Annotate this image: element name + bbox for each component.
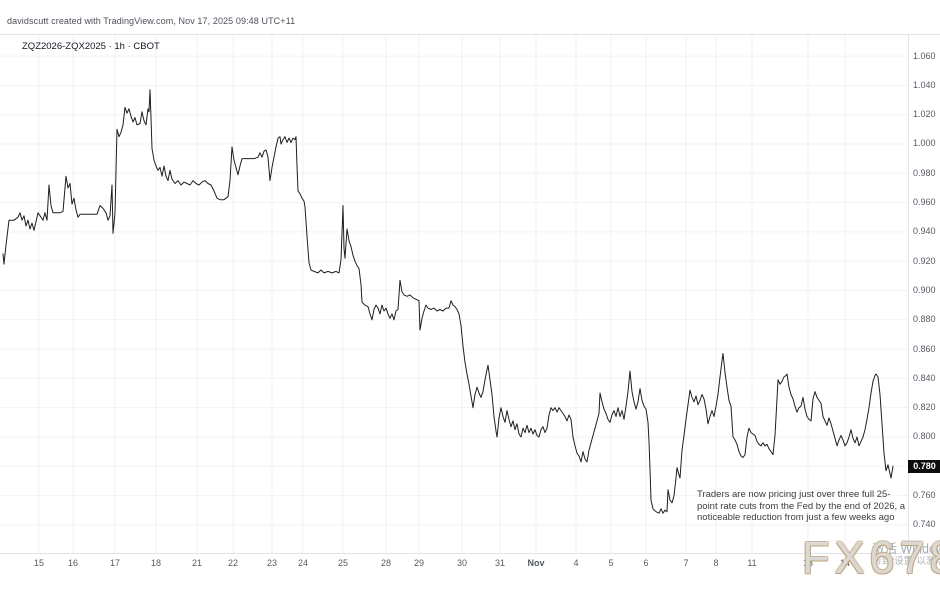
annotation-line-2: point rate cuts from the Fed by the end … [697, 500, 906, 512]
price-axis-label: 1.040 [913, 79, 936, 90]
vertical-gridlines [38, 35, 846, 553]
horizontal-gridlines [0, 55, 908, 526]
price-axis-label: 0.760 [913, 490, 936, 501]
time-axis-label: 11 [747, 558, 757, 568]
time-axis-label: 14 [839, 558, 851, 568]
annotation-line-1: Traders are now pricing just over three … [697, 489, 891, 500]
price-axis-label: 1.000 [913, 138, 936, 149]
windows-activation-watermark-line2: 转到“设置”以激活 [872, 556, 940, 567]
time-axis-label: 24 [297, 558, 309, 568]
price-axis-border [908, 35, 909, 576]
time-axis-label: 29 [413, 558, 425, 568]
windows-activation-watermark-line1: 激活 Windows [872, 542, 940, 556]
fx678-watermark: FX678 [802, 532, 940, 583]
time-axis-label: Nov [527, 558, 545, 568]
price-axis-label: 0.740 [913, 519, 936, 530]
time-axis-label: 21 [191, 558, 203, 568]
price-axis-label: 0.800 [913, 431, 936, 442]
time-axis-label: 15 [33, 558, 45, 568]
time-axis-label: 8 [713, 558, 719, 568]
annotation-line-3: noticeable reduction from just a few wee… [697, 512, 895, 523]
price-axis-label: 0.900 [913, 284, 936, 295]
time-axis-label: 16 [67, 558, 79, 568]
price-axis-label: 0.920 [913, 255, 936, 266]
price-line-series [2, 89, 894, 514]
price-axis-label: 0.820 [913, 402, 936, 413]
time-axis-label: 25 [337, 558, 349, 568]
time-axis-border [0, 553, 940, 554]
time-axis-label: 7 [683, 558, 689, 568]
chart-attribution: davidscutt created with TradingView.com,… [7, 16, 296, 26]
time-axis-label: 28 [380, 558, 392, 568]
time-axis-label: 31 [494, 558, 506, 568]
symbol-legend[interactable]: ZQZ2026-ZQX2025 · 1h · CBOT [22, 41, 160, 52]
price-axis-label: 0.940 [913, 226, 936, 237]
time-axis-label: 23 [266, 558, 278, 568]
time-axis-label: 13 [802, 558, 814, 568]
price-axis-label: 0.880 [913, 314, 936, 325]
time-axis-label: 6 [643, 558, 649, 568]
time-axis-label: 4 [573, 558, 579, 568]
price-axis-label: 0.860 [913, 343, 936, 354]
price-axis-label: 1.020 [913, 109, 936, 120]
price-axis-label: 0.840 [913, 372, 936, 383]
header-divider [0, 34, 940, 35]
price-axis-label: 1.060 [913, 50, 936, 61]
current-price-badge: 0.780 [908, 459, 940, 473]
time-axis-label: 18 [150, 558, 162, 568]
time-axis-label: 17 [109, 558, 121, 568]
chart-annotation-text: Traders are now pricing just over three … [697, 489, 915, 524]
price-axis-label: 0.960 [913, 197, 936, 208]
time-axis-label: 30 [456, 558, 468, 568]
time-axis-label: 5 [608, 558, 614, 568]
time-axis-label: 22 [227, 558, 239, 568]
price-axis-label: 0.980 [913, 167, 936, 178]
